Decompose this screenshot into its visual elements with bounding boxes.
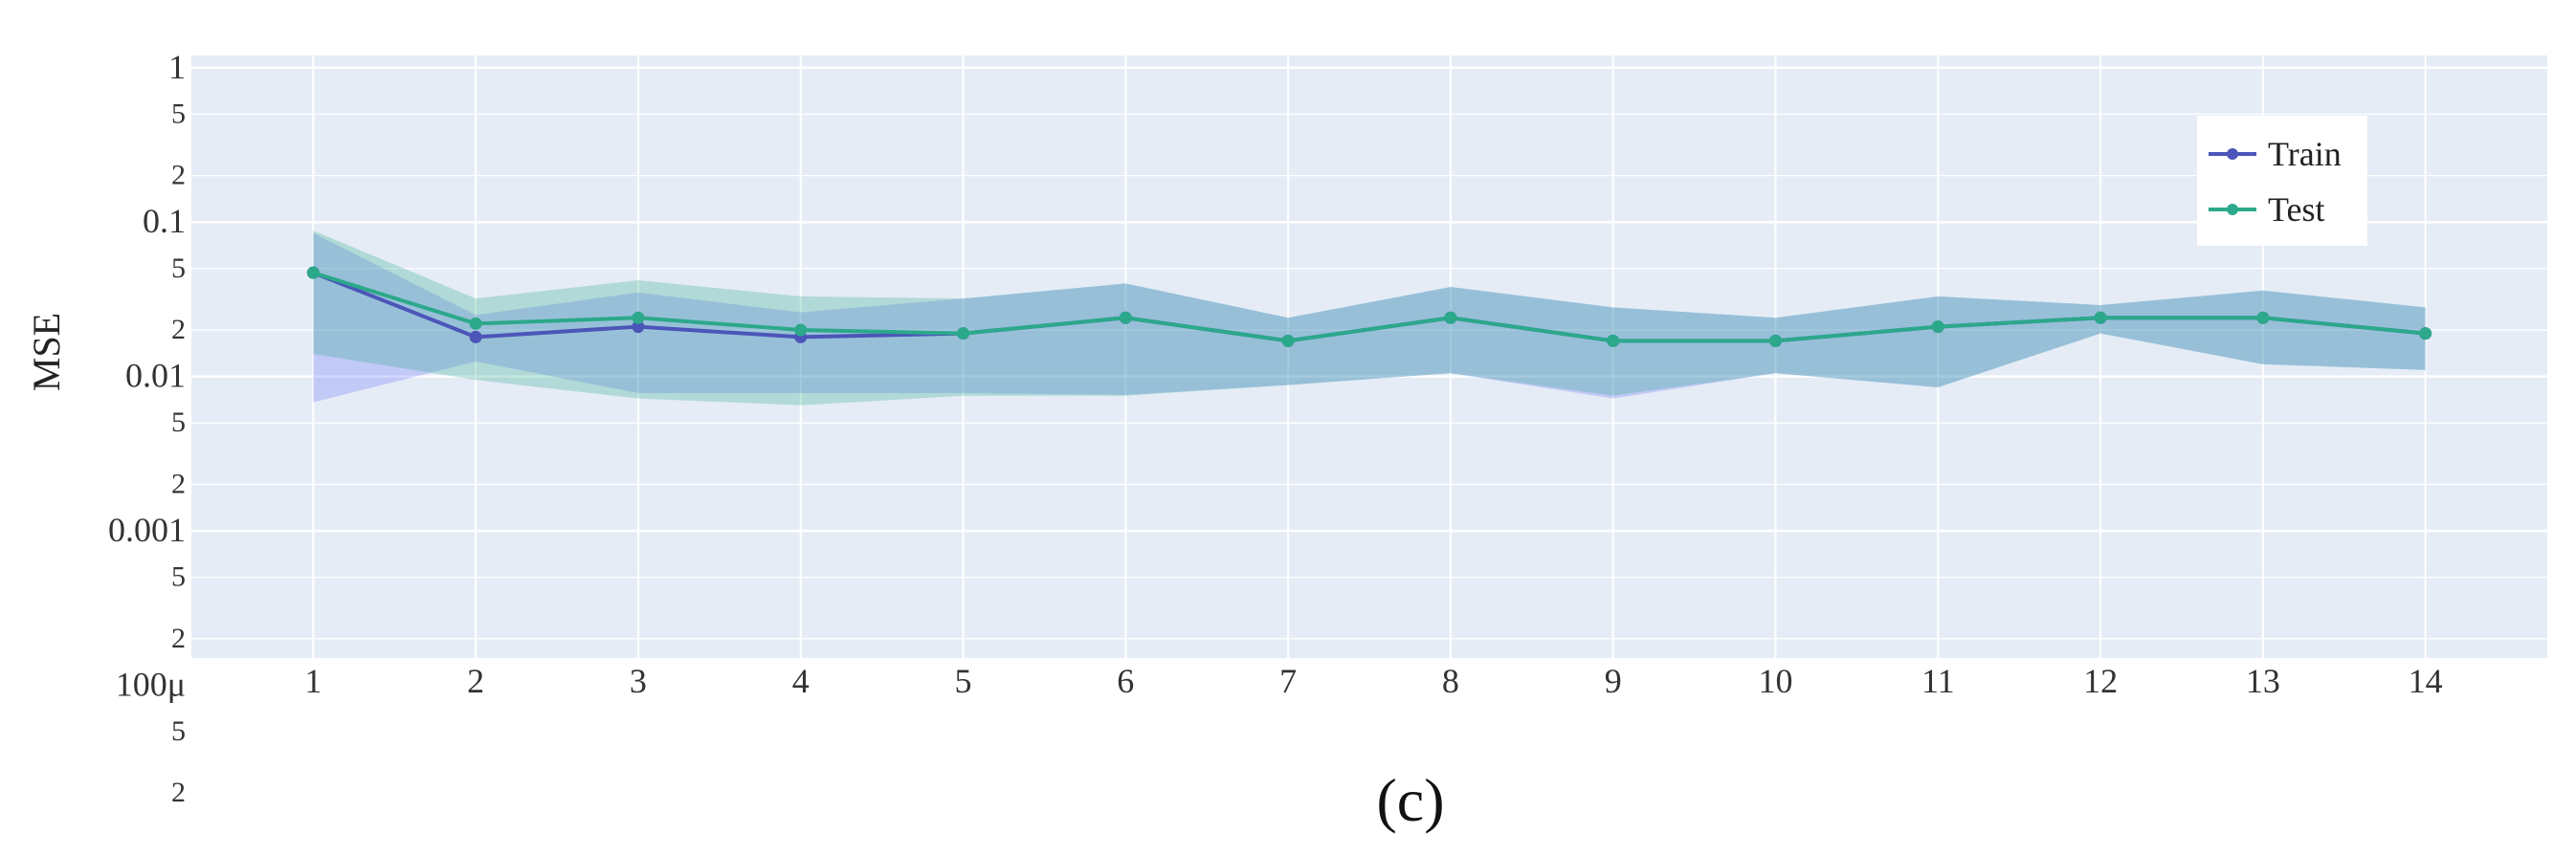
data-point-test[interactable] — [1281, 334, 1295, 347]
y-tick-label: 1 — [168, 48, 186, 86]
y-tick-label: 0.01 — [125, 357, 186, 395]
y-tick-label-minor: 5 — [171, 561, 186, 593]
x-tick-label: 8 — [1442, 662, 1459, 700]
band-train — [313, 232, 2426, 403]
y-tick-label: 100μ — [116, 665, 186, 703]
data-point-train[interactable] — [469, 330, 482, 343]
legend[interactable]: Train Test — [2197, 116, 2367, 246]
legend-swatch-marker — [2227, 148, 2238, 160]
legend-box — [2197, 116, 2367, 246]
data-point-test[interactable] — [2256, 311, 2270, 324]
y-tick-label-minor: 5 — [171, 406, 186, 438]
x-tick-label: 13 — [2246, 662, 2280, 700]
x-tick-label: 4 — [792, 662, 810, 700]
data-point-test[interactable] — [1768, 334, 1782, 347]
y-tick-label-minor: 2 — [171, 160, 186, 191]
x-tick-label: 11 — [1921, 662, 1955, 700]
legend-label-train[interactable]: Train — [2268, 135, 2342, 173]
y-tick-label: 0.001 — [108, 511, 186, 549]
x-tick-label: 5 — [955, 662, 972, 700]
data-point-test[interactable] — [632, 311, 645, 324]
y-tick-label: 0.1 — [143, 202, 186, 240]
y-tick-label-minor: 2 — [171, 777, 186, 808]
x-tick-label: 12 — [2083, 662, 2118, 700]
x-tick-label: 6 — [1117, 662, 1134, 700]
legend-swatch-marker — [2227, 204, 2238, 215]
data-point-test[interactable] — [794, 323, 808, 337]
data-point-test[interactable] — [1119, 311, 1132, 324]
y-tick-label-minor: 5 — [171, 252, 186, 284]
x-tick-label: 9 — [1605, 662, 1622, 700]
data-point-train[interactable] — [632, 320, 645, 334]
legend-label-test[interactable]: Test — [2268, 190, 2324, 229]
series-lines — [306, 266, 2432, 347]
y-tick-label-minor: 5 — [171, 98, 186, 129]
data-point-test[interactable] — [306, 266, 320, 279]
figure-caption: (c) — [1376, 766, 1444, 834]
y-tick-label-minor: 2 — [171, 468, 186, 499]
data-point-test[interactable] — [2094, 311, 2107, 324]
band-test — [313, 230, 2426, 406]
data-point-test[interactable] — [957, 327, 970, 340]
data-point-test[interactable] — [1931, 320, 1944, 334]
y-tick-label-minor: 2 — [171, 314, 186, 345]
x-tick-label: 2 — [467, 662, 484, 700]
x-tick-label: 10 — [1758, 662, 1792, 700]
y-tick-label-minor: 2 — [171, 623, 186, 654]
data-point-test[interactable] — [2419, 327, 2432, 340]
y-axis-title: MSE — [25, 313, 68, 391]
series-line-test — [312, 271, 2426, 343]
error-bands — [313, 230, 2426, 406]
x-tick-label: 1 — [304, 662, 322, 700]
plot-area — [191, 55, 2547, 658]
y-tick-label-minor: 5 — [171, 715, 186, 747]
x-tick-label: 14 — [2409, 662, 2443, 700]
data-point-test[interactable] — [469, 317, 482, 330]
x-tick-label: 7 — [1279, 662, 1297, 700]
x-tick-label: 3 — [630, 662, 647, 700]
data-point-test[interactable] — [1607, 334, 1620, 347]
data-point-test[interactable] — [1444, 311, 1457, 324]
